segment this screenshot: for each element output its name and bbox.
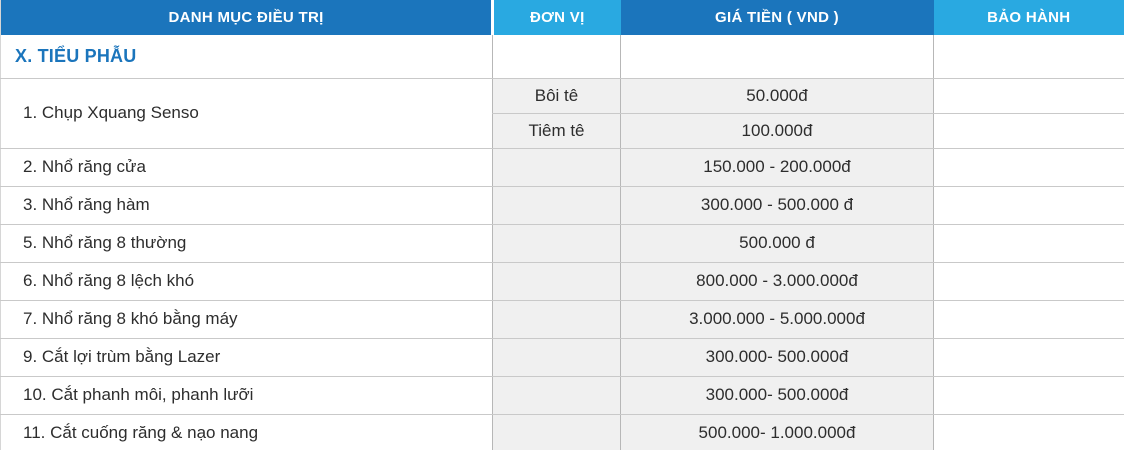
cell-name: 6. Nhổ răng 8 lệch khó (0, 261, 493, 301)
cell-price: 500.000 đ (620, 223, 934, 263)
cell-name: 3. Nhổ răng hàm (0, 185, 493, 225)
cell-price (620, 35, 934, 79)
cell-name: 5. Nhổ răng 8 thường (0, 223, 493, 263)
cell-price: 300.000- 500.000đ (620, 375, 934, 415)
cell-name: 11. Cắt cuống răng & nạo nang (0, 413, 493, 450)
cell-price: 300.000 - 500.000 đ (620, 185, 934, 225)
cell-warranty (933, 375, 1124, 415)
cell-warranty (933, 185, 1124, 225)
cell-unit (492, 147, 621, 187)
cell-price: 500.000- 1.000.000đ (620, 413, 934, 450)
cell-warranty (933, 147, 1124, 187)
cell-price: 150.000 - 200.000đ (620, 147, 934, 187)
header-cell-unit: ĐƠN VỊ (492, 0, 621, 35)
table-row: 6. Nhổ răng 8 lệch khó 800.000 - 3.000.0… (0, 261, 1124, 301)
cell-warranty (933, 223, 1124, 263)
cell-unit (492, 337, 621, 377)
cell-warranty (933, 337, 1124, 377)
table-row: 1. Chụp Xquang Senso Bôi tê 50.000đ (0, 77, 1124, 149)
cell-name: 9. Cắt lợi trùm bằng Lazer (0, 337, 493, 377)
table-row: 7. Nhổ răng 8 khó bằng máy 3.000.000 - 5… (0, 299, 1124, 339)
cell-unit (492, 261, 621, 301)
section-row: X. TIỂU PHẪU (0, 35, 1124, 79)
header-cell-price: GIÁ TIỀN ( VND ) (620, 0, 934, 35)
cell-name: 1. Chụp Xquang Senso (0, 77, 493, 149)
cell-warranty (933, 35, 1124, 79)
table-header-row: DANH MỤC ĐIỀU TRỊ ĐƠN VỊ GIÁ TIỀN ( VND … (0, 0, 1124, 35)
table-row: 3. Nhổ răng hàm 300.000 - 500.000 đ (0, 185, 1124, 225)
table-row: 11. Cắt cuống răng & nạo nang 500.000- 1… (0, 413, 1124, 450)
cell-name: 2. Nhổ răng cửa (0, 147, 493, 187)
section-title: X. TIỂU PHẪU (0, 35, 493, 79)
cell-unit: Bôi tê (492, 77, 621, 114)
cell-warranty (933, 261, 1124, 301)
table-row: 5. Nhổ răng 8 thường 500.000 đ (0, 223, 1124, 263)
cell-unit (492, 223, 621, 263)
cell-unit (492, 375, 621, 415)
table-row: Tiêm tê 100.000đ (1, 112, 1124, 149)
cell-price: 300.000- 500.000đ (620, 337, 934, 377)
table-row: 9. Cắt lợi trùm bằng Lazer 300.000- 500.… (0, 337, 1124, 377)
cell-unit: Tiêm tê (492, 112, 621, 149)
header-cell-category: DANH MỤC ĐIỀU TRỊ (0, 0, 494, 35)
cell-price: 800.000 - 3.000.000đ (620, 261, 934, 301)
cell-name: 7. Nhổ răng 8 khó bằng máy (0, 299, 493, 339)
table-row: 2. Nhổ răng cửa 150.000 - 200.000đ (0, 147, 1124, 187)
cell-warranty (933, 299, 1124, 339)
cell-warranty (933, 77, 1124, 114)
cell-price: 3.000.000 - 5.000.000đ (620, 299, 934, 339)
cell-name: 10. Cắt phanh môi, phanh lưỡi (0, 375, 493, 415)
cell-unit (492, 299, 621, 339)
cell-price: 100.000đ (620, 112, 934, 149)
cell-warranty (933, 413, 1124, 450)
cell-unit (492, 185, 621, 225)
cell-unit (492, 413, 621, 450)
cell-warranty (933, 112, 1124, 149)
header-cell-warranty: BẢO HÀNH (933, 0, 1124, 35)
cell-price: 50.000đ (620, 77, 934, 114)
cell-unit (492, 35, 621, 79)
table-row: 10. Cắt phanh môi, phanh lưỡi 300.000- 5… (0, 375, 1124, 415)
